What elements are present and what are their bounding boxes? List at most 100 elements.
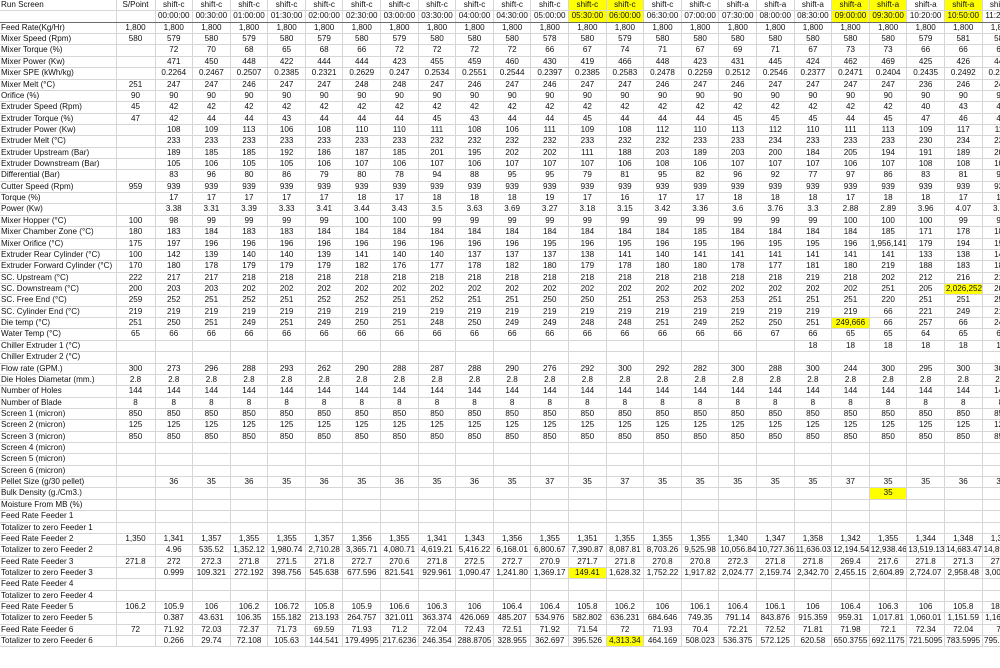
value-cell[interactable]: 216 xyxy=(944,272,983,285)
value-cell[interactable] xyxy=(869,465,908,478)
value-cell[interactable]: 469 xyxy=(869,56,908,69)
value-cell[interactable] xyxy=(869,442,908,455)
value-cell[interactable]: 142 xyxy=(155,249,194,262)
value-cell[interactable]: 1,341 xyxy=(418,533,457,546)
value-cell[interactable]: 180 xyxy=(530,260,570,273)
value-cell[interactable]: 536.375 xyxy=(718,635,757,648)
value-cell[interactable] xyxy=(342,351,382,364)
value-cell[interactable]: 8 xyxy=(267,397,306,409)
value-cell[interactable] xyxy=(342,578,382,591)
value-cell[interactable] xyxy=(718,465,757,478)
value-cell[interactable]: 202 xyxy=(869,272,908,285)
value-cell[interactable]: 72.37 xyxy=(230,624,269,637)
value-cell[interactable]: 99 xyxy=(794,215,833,228)
value-cell[interactable]: 939 xyxy=(155,181,194,194)
value-cell[interactable] xyxy=(192,453,231,466)
value-cell[interactable]: 251 xyxy=(455,294,494,307)
value-cell[interactable]: 0.2435 xyxy=(906,67,945,80)
value-cell[interactable]: 184 xyxy=(794,226,833,239)
value-cell[interactable]: 580 xyxy=(681,33,720,46)
value-cell[interactable]: 850 xyxy=(944,408,983,421)
value-cell[interactable] xyxy=(681,453,720,466)
value-cell[interactable]: 233 xyxy=(380,135,419,148)
value-cell[interactable]: 99 xyxy=(493,215,532,228)
value-cell[interactable]: 66 xyxy=(530,44,570,57)
value-cell[interactable]: 3.76 xyxy=(756,203,795,216)
value-cell[interactable]: 66 xyxy=(267,328,306,341)
value-cell[interactable]: 66 xyxy=(155,328,194,341)
value-cell[interactable] xyxy=(155,442,194,455)
value-cell[interactable]: 252 xyxy=(718,317,757,330)
value-cell[interactable]: 35 xyxy=(568,476,607,489)
value-cell[interactable]: 44 xyxy=(681,113,720,125)
value-cell[interactable]: 271.8 xyxy=(230,556,269,568)
value-cell[interactable]: 65 xyxy=(831,328,870,341)
value-cell[interactable]: 72.43 xyxy=(455,624,494,637)
value-cell[interactable]: 249 xyxy=(305,317,344,330)
value-cell[interactable]: 72.51 xyxy=(493,624,532,637)
value-cell[interactable]: 247 xyxy=(493,79,532,91)
value-cell[interactable]: 850 xyxy=(230,408,269,421)
value-cell[interactable]: 234 xyxy=(944,135,983,148)
value-cell[interactable]: 850 xyxy=(944,431,983,444)
value-cell[interactable]: 195 xyxy=(794,238,833,250)
value-cell[interactable] xyxy=(906,487,945,500)
row-label-cell[interactable]: Extruder Torque (%) xyxy=(0,113,117,125)
value-cell[interactable]: 66 xyxy=(944,44,983,57)
value-cell[interactable]: 184 xyxy=(756,226,795,239)
value-cell[interactable]: 43 xyxy=(455,113,494,125)
row-label-cell[interactable]: Flow rate (GPM.) xyxy=(0,363,117,375)
value-cell[interactable]: 8 xyxy=(794,397,833,409)
value-cell[interactable]: 2.8 xyxy=(418,374,457,387)
value-cell[interactable]: 247 xyxy=(794,79,833,91)
row-label-cell[interactable]: Totalizer to zero Feeder 4 xyxy=(0,590,117,603)
value-cell[interactable] xyxy=(530,340,570,353)
value-cell[interactable]: 65 xyxy=(267,44,306,57)
setpoint-cell[interactable]: 144 xyxy=(116,385,156,398)
value-cell[interactable]: 850 xyxy=(305,431,344,444)
value-cell[interactable]: 94 xyxy=(418,169,457,182)
value-cell[interactable] xyxy=(530,487,570,500)
value-cell[interactable]: 580 xyxy=(831,33,870,46)
value-cell[interactable] xyxy=(944,510,983,523)
value-cell[interactable] xyxy=(342,510,382,523)
value-cell[interactable]: 545.638 xyxy=(305,567,344,580)
value-cell[interactable]: 8 xyxy=(493,397,532,409)
value-cell[interactable]: 252 xyxy=(155,294,194,307)
value-cell[interactable]: 44 xyxy=(530,113,570,125)
value-cell[interactable] xyxy=(794,510,833,523)
value-cell[interactable]: 144.541 xyxy=(305,635,344,648)
value-cell[interactable]: 218 xyxy=(380,272,419,285)
value-cell[interactable]: 253 xyxy=(681,294,720,307)
value-cell[interactable]: 2,026,252 xyxy=(944,283,983,296)
value-cell[interactable] xyxy=(455,351,494,364)
value-cell[interactable]: 850 xyxy=(530,408,570,421)
value-cell[interactable]: 185 xyxy=(681,226,720,239)
row-label-cell[interactable]: Extruder Rear Cylinder (°C) xyxy=(0,249,117,262)
value-cell[interactable] xyxy=(455,522,494,534)
value-cell[interactable]: 248 xyxy=(418,317,457,330)
value-cell[interactable] xyxy=(568,510,607,523)
value-cell[interactable]: 684.646 xyxy=(643,612,682,625)
value-cell[interactable]: 3.63 xyxy=(455,203,494,216)
value-cell[interactable]: 218 xyxy=(831,272,870,285)
value-cell[interactable]: 73 xyxy=(831,44,870,57)
header-shift-cell[interactable]: shift-c xyxy=(606,0,645,12)
value-cell[interactable]: 72.04 xyxy=(418,624,457,637)
value-cell[interactable] xyxy=(192,578,231,591)
value-cell[interactable]: 939 xyxy=(530,181,570,194)
value-cell[interactable]: 2,455.15 xyxy=(831,567,870,580)
setpoint-cell[interactable] xyxy=(116,44,156,57)
setpoint-cell[interactable] xyxy=(116,487,156,500)
value-cell[interactable] xyxy=(681,442,720,455)
value-cell[interactable]: 2,604.89 xyxy=(869,567,908,580)
value-cell[interactable] xyxy=(455,590,494,603)
value-cell[interactable]: 843.876 xyxy=(756,612,795,625)
value-cell[interactable]: 194 xyxy=(982,238,1000,250)
value-cell[interactable]: 44 xyxy=(342,113,382,125)
value-cell[interactable]: 939 xyxy=(230,181,269,194)
value-cell[interactable]: 144 xyxy=(643,385,682,398)
row-label-cell[interactable]: Feed Rate Feeder 4 xyxy=(0,578,117,591)
value-cell[interactable]: 185 xyxy=(230,147,269,160)
value-cell[interactable]: 295 xyxy=(906,363,945,375)
